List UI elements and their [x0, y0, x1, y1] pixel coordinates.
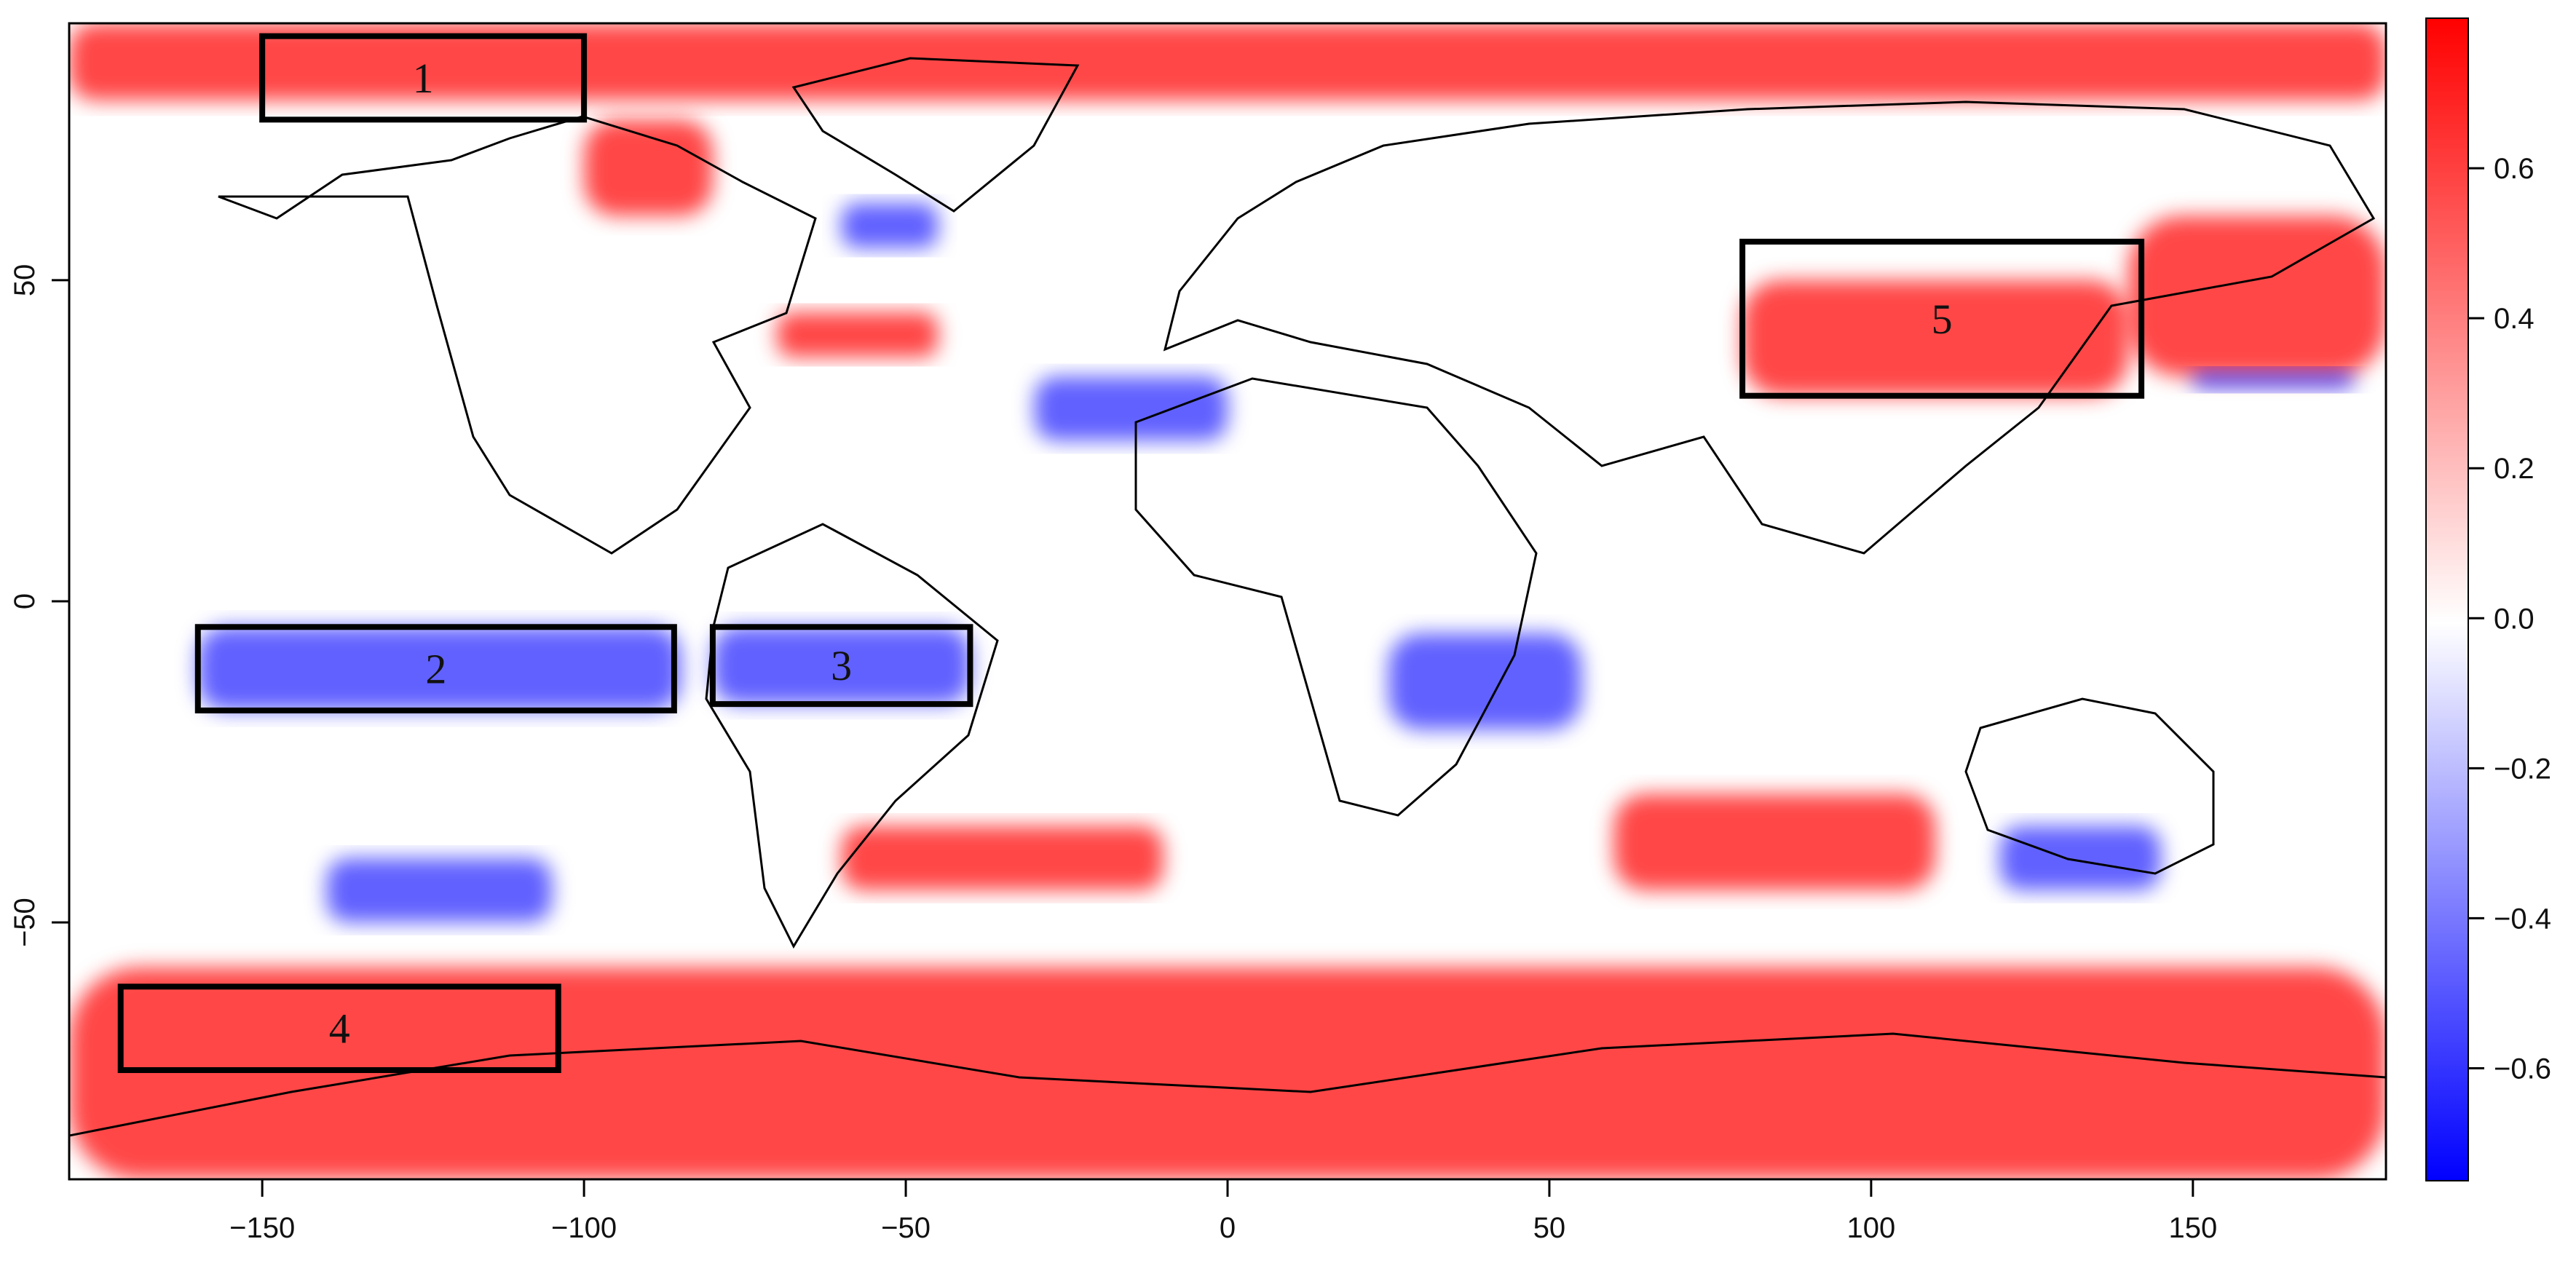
colorbar-tick-label: 0.0 — [2494, 603, 2534, 635]
x-tick-label: 150 — [2168, 1212, 2217, 1244]
region-box-5: 5 — [1739, 238, 2145, 399]
colorbar-tick-label: 0.2 — [2494, 453, 2534, 485]
region-box-3: 3 — [709, 624, 973, 708]
region-box-outline — [259, 33, 588, 123]
colorbar-ticks: 0.6 0.4 0.2 0.0 −0.2 −0.4 −0.6 — [2468, 153, 2551, 1085]
colorbar-tick-label: −0.2 — [2494, 753, 2551, 785]
colorbar-tick-label: −0.6 — [2494, 1053, 2551, 1085]
antarctica-coast — [69, 1032, 2386, 1137]
region-box-1: 1 — [259, 33, 588, 123]
anomaly-field — [69, 23, 2386, 1179]
colorbar-tick-label: 0.6 — [2494, 153, 2534, 185]
x-axis: −150 −100 −50 0 50 100 150 — [229, 1179, 2217, 1244]
region-box-2: 2 — [194, 624, 677, 713]
region-box-outline — [1739, 238, 2145, 399]
anomaly-patch-positive — [69, 23, 2386, 100]
anomaly-patch-positive — [1613, 793, 1936, 890]
anomaly-patch-positive — [777, 312, 939, 357]
region-box-outline — [194, 624, 677, 713]
north-america-coast — [218, 115, 817, 555]
x-tick-label: 0 — [1220, 1212, 1236, 1244]
anomaly-patch-negative — [1034, 376, 1228, 441]
y-axis: 50 0 −50 — [9, 264, 69, 947]
region-label: 1 — [413, 55, 434, 102]
greenland-coast — [791, 57, 1080, 213]
region-label: 3 — [831, 642, 852, 689]
anomaly-patch-positive — [584, 119, 713, 216]
africa-coast — [1134, 377, 1538, 817]
region-label: 5 — [1932, 296, 1953, 343]
x-tick-label: −100 — [551, 1212, 617, 1244]
anomaly-patch-positive — [841, 825, 1163, 890]
colorbar-tick-label: 0.4 — [2494, 303, 2534, 335]
anomaly-patch-positive — [1742, 280, 2129, 396]
anomaly-patch-negative — [197, 627, 681, 710]
colorbar-gradient — [2425, 17, 2469, 1181]
x-tick-label: −150 — [229, 1212, 295, 1244]
anomaly-patch-negative — [1388, 633, 1582, 730]
x-tick-label: 100 — [1847, 1212, 1896, 1244]
y-tick-label: −50 — [9, 898, 41, 947]
anomaly-patch-negative — [841, 203, 939, 248]
y-tick-label: 50 — [9, 264, 41, 297]
region-label: 4 — [329, 1005, 350, 1053]
x-tick-label: −50 — [881, 1212, 931, 1244]
y-tick-label: 0 — [9, 593, 41, 609]
anomaly-patch-negative — [712, 627, 971, 705]
anomaly-patch-negative — [326, 858, 552, 923]
region-box-outline — [709, 624, 973, 708]
region-box-outline — [117, 983, 561, 1074]
x-tick-label: 50 — [1533, 1212, 1566, 1244]
australia-coast — [1964, 697, 2215, 875]
anomaly-patch-negative — [2192, 370, 2354, 389]
colorbar: 0.6 0.4 0.2 0.0 −0.2 −0.4 −0.6 — [2425, 17, 2551, 1181]
region-label: 2 — [425, 646, 446, 693]
region-boxes: 1 2 3 4 5 — [117, 33, 2145, 1074]
anomaly-patch-negative — [1999, 825, 2161, 890]
south-america-coast — [705, 523, 999, 949]
anomaly-patch-positive — [2128, 215, 2386, 377]
colorbar-tick-label: −0.4 — [2494, 903, 2551, 935]
region-box-4: 4 — [117, 983, 561, 1074]
anomaly-patch-positive — [69, 967, 2386, 1179]
eurasia-coast — [1163, 100, 2376, 555]
coastlines — [69, 57, 2386, 1137]
